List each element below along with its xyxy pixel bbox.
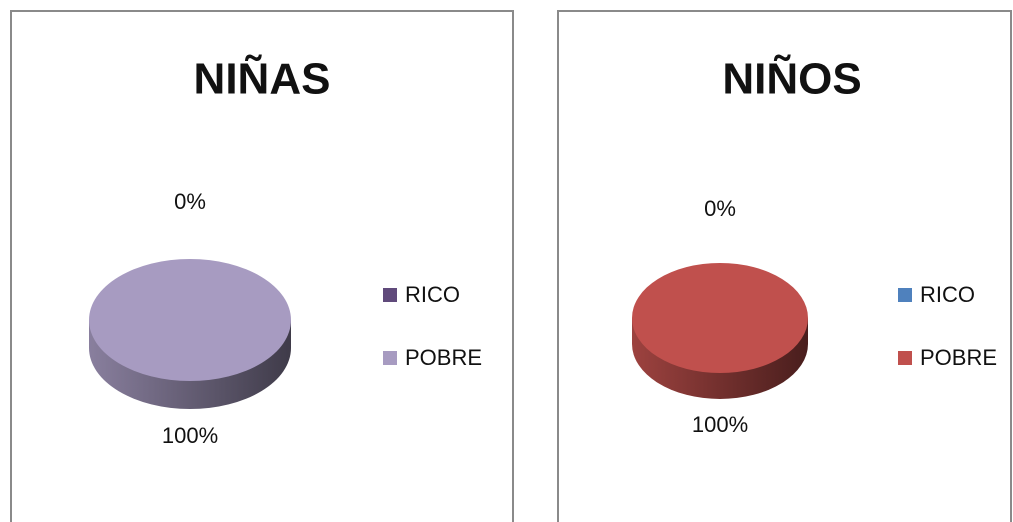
chart: NIÑOS 0% RICO 100% POBRE bbox=[632, 54, 997, 437]
pie-slice bbox=[89, 259, 291, 381]
data-label: 0% bbox=[174, 189, 206, 214]
data-label: 0% bbox=[704, 196, 736, 221]
legend-label: POBRE bbox=[405, 345, 482, 370]
legend-label: RICO bbox=[920, 282, 975, 307]
pie-slice bbox=[632, 262, 809, 374]
chart-title: NIÑOS bbox=[722, 54, 861, 104]
data-label: 100% bbox=[162, 423, 218, 448]
panel-frame bbox=[557, 10, 1012, 522]
panel-frame bbox=[10, 10, 514, 522]
legend-swatch bbox=[383, 288, 397, 302]
legend-swatch bbox=[898, 288, 912, 302]
legend-label: POBRE bbox=[920, 345, 997, 370]
chart: NIÑAS 0% RICO 100% POBRE bbox=[89, 54, 482, 448]
legend-swatch bbox=[383, 351, 397, 365]
chart-title: NIÑAS bbox=[194, 54, 331, 104]
legend-swatch bbox=[898, 351, 912, 365]
legend-label: RICO bbox=[405, 282, 460, 307]
data-label: 100% bbox=[692, 412, 748, 437]
